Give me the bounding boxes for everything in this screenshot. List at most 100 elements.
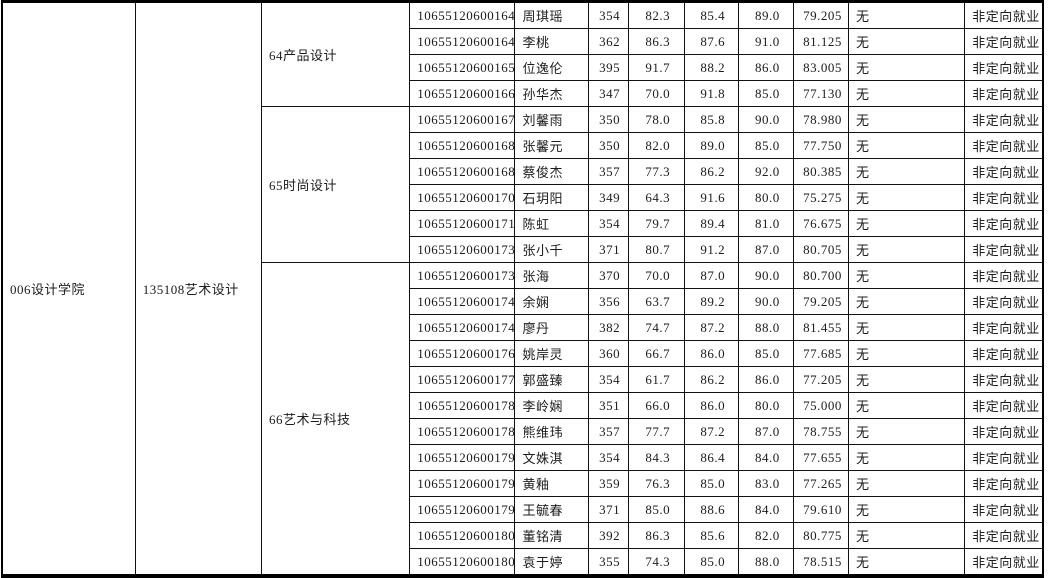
score1-cell: 371	[587, 236, 629, 263]
score1-cell: 354	[587, 444, 629, 471]
score1-cell: 349	[587, 184, 629, 211]
score2-cell: 61.7	[627, 366, 685, 393]
table-row: 106551206001653 位逸伦 395 91.7 88.2 86.0 83.005 无…	[2, 54, 1044, 81]
student-id-cell: 106551206001748	[409, 314, 516, 341]
table-row: 106551206001748 廖丹 382 74.7 87.2 88.0 81.455 无非…	[2, 314, 1044, 341]
student-id-cell: 106551206001681	[409, 158, 516, 185]
table-row: 106551206001804 袁于婷 355 74.3 85.0 88.0 78.515 无…	[2, 548, 1044, 577]
employment-type-cell: 非定向就业	[964, 210, 1044, 237]
employment-type-cell: 非定向就业	[964, 314, 1044, 341]
total-score-cell: 77.685	[792, 340, 850, 367]
total-score-cell: 76.675	[792, 210, 850, 237]
table-row: 106551206001663 孙华杰 347 70.0 91.8 85.0 77.130 无…	[2, 80, 1044, 107]
note-cell: 无	[848, 80, 966, 107]
score1-cell: 382	[587, 314, 629, 341]
employment-type-cell: 非定向就业	[964, 340, 1044, 367]
score2-cell: 66.7	[627, 340, 685, 367]
score3-cell: 85.8	[683, 106, 739, 133]
student-name-cell: 陈虹	[514, 210, 589, 237]
score4-cell: 85.0	[737, 80, 794, 107]
student-id-cell: 106551206001779	[409, 366, 516, 393]
score3-cell: 91.2	[683, 236, 739, 263]
total-score-cell: 78.980	[792, 106, 850, 133]
student-name-cell: 文姝淇	[514, 444, 589, 471]
table-row: 106551206001801 董铭清 392 86.3 85.6 82.0 80.775 无…	[2, 522, 1044, 549]
score2-cell: 63.7	[627, 288, 685, 315]
score1-cell: 354	[587, 210, 629, 237]
score3-cell: 85.0	[683, 470, 739, 497]
score4-cell: 81.0	[737, 210, 794, 237]
score3-cell: 88.6	[683, 496, 739, 523]
employment-type-cell: 非定向就业	[964, 132, 1044, 159]
note-cell: 无	[848, 28, 966, 55]
score2-cell: 86.3	[627, 28, 685, 55]
student-id-cell: 106551206001731	[409, 236, 516, 263]
note-cell: 无	[848, 262, 966, 289]
score4-cell: 87.0	[737, 236, 794, 263]
score1-cell: 359	[587, 470, 629, 497]
score3-cell: 85.0	[683, 548, 739, 577]
score1-cell: 392	[587, 522, 629, 549]
major-cell: 135108艺术设计	[134, 1, 262, 577]
total-score-cell: 77.750	[792, 132, 850, 159]
score4-cell: 80.0	[737, 392, 794, 419]
employment-type-cell: 非定向就业	[964, 288, 1044, 315]
score1-cell: 357	[587, 418, 629, 445]
score4-cell: 83.0	[737, 470, 794, 497]
score4-cell: 82.0	[737, 522, 794, 549]
score4-cell: 90.0	[737, 288, 794, 315]
direction-cell-2: 66艺术与科技	[260, 262, 411, 577]
note-cell: 无	[848, 444, 966, 471]
total-score-cell: 79.205	[792, 1, 850, 29]
note-cell: 无	[848, 366, 966, 393]
score3-cell: 89.0	[683, 132, 739, 159]
student-name-cell: 张海	[514, 262, 589, 289]
total-score-cell: 77.265	[792, 470, 850, 497]
total-score-cell: 78.515	[792, 548, 850, 577]
score3-cell: 86.2	[683, 158, 739, 185]
employment-type-cell: 非定向就业	[964, 236, 1044, 263]
score4-cell: 85.0	[737, 340, 794, 367]
student-name-cell: 郭盛臻	[514, 366, 589, 393]
table-row: 106551206001780 李岭娴 351 66.0 86.0 80.0 75.000 无…	[2, 392, 1044, 419]
score3-cell: 91.8	[683, 80, 739, 107]
student-name-cell: 周琪瑶	[514, 1, 589, 29]
score2-cell: 80.7	[627, 236, 685, 263]
score3-cell: 88.2	[683, 54, 739, 81]
note-cell: 无	[848, 288, 966, 315]
score1-cell: 370	[587, 262, 629, 289]
student-name-cell: 李桃	[514, 28, 589, 55]
note-cell: 无	[848, 210, 966, 237]
student-id-cell: 106551206001799	[409, 496, 516, 523]
total-score-cell: 81.125	[792, 28, 850, 55]
employment-type-cell: 非定向就业	[964, 522, 1044, 549]
score2-cell: 76.3	[627, 470, 685, 497]
student-id-cell: 106551206001708	[409, 184, 516, 211]
score2-cell: 64.3	[627, 184, 685, 211]
score1-cell: 362	[587, 28, 629, 55]
student-name-cell: 袁于婷	[514, 548, 589, 577]
score3-cell: 89.4	[683, 210, 739, 237]
total-score-cell: 77.205	[792, 366, 850, 393]
student-name-cell: 石玥阳	[514, 184, 589, 211]
score4-cell: 86.0	[737, 366, 794, 393]
score2-cell: 77.7	[627, 418, 685, 445]
table-row: 106551206001779 郭盛臻 354 61.7 86.2 86.0 77.205 无…	[2, 366, 1044, 393]
score3-cell: 86.4	[683, 444, 739, 471]
student-name-cell: 黄釉	[514, 470, 589, 497]
student-id-cell: 106551206001714	[409, 210, 516, 237]
score2-cell: 74.7	[627, 314, 685, 341]
student-id-cell: 106551206001653	[409, 54, 516, 81]
score4-cell: 80.0	[737, 184, 794, 211]
score2-cell: 66.0	[627, 392, 685, 419]
total-score-cell: 80.705	[792, 236, 850, 263]
student-name-cell: 位逸伦	[514, 54, 589, 81]
score3-cell: 86.2	[683, 366, 739, 393]
employment-type-cell: 非定向就业	[964, 28, 1044, 55]
score4-cell: 84.0	[737, 444, 794, 471]
student-id-cell: 106551206001780	[409, 392, 516, 419]
employment-type-cell: 非定向就业	[964, 184, 1044, 211]
